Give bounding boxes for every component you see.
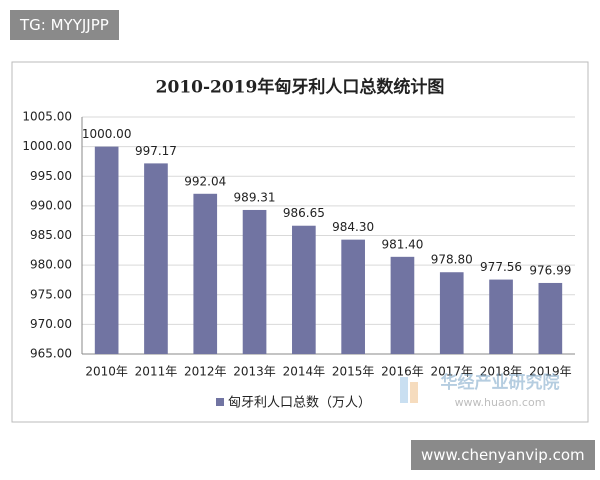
- x-tick-label: 2013年: [233, 365, 276, 379]
- bar: [439, 272, 464, 354]
- bottom-tag: www.chenyanvip.com: [411, 440, 595, 470]
- value-label: 978.80: [431, 253, 473, 267]
- bar: [341, 239, 365, 354]
- x-tick-label: 2018年: [480, 365, 523, 379]
- y-tick-label: 980.00: [30, 258, 72, 272]
- y-tick-label: 990.00: [30, 198, 72, 212]
- value-label: 992.04: [184, 174, 226, 188]
- bar: [193, 193, 218, 354]
- bar: [489, 279, 513, 354]
- y-tick-label: 970.00: [30, 317, 72, 331]
- y-tick-label: 995.00: [30, 169, 72, 183]
- legend-swatch: [216, 398, 224, 406]
- y-tick-label: 1000.00: [22, 139, 72, 153]
- value-label: 976.99: [529, 263, 571, 277]
- value-label: 989.31: [234, 190, 276, 204]
- y-tick-label: 965.00: [30, 347, 72, 361]
- y-tick-label: 1005.00: [22, 110, 72, 124]
- x-tick-label: 2019年: [529, 365, 572, 379]
- value-label: 1000.00: [82, 127, 132, 141]
- y-tick-label: 975.00: [30, 287, 72, 301]
- legend-item: 匈牙利人口总数（万人）: [216, 396, 371, 411]
- watermark: 华经产业研究院 www.huaon.com: [400, 372, 560, 409]
- top-tag: TG: MYYJJPP: [10, 10, 119, 40]
- y-tick-label: 985.00: [30, 228, 72, 242]
- x-tick-label: 2012年: [184, 365, 227, 379]
- x-tick-label: 2010年: [85, 365, 128, 379]
- watermark-icon: [400, 377, 408, 403]
- watermark-url: www.huaon.com: [455, 396, 546, 409]
- bar: [390, 256, 415, 354]
- value-label: 997.17: [135, 144, 177, 158]
- x-tick-label: 2016年: [381, 365, 424, 379]
- x-tick-label: 2014年: [283, 365, 326, 379]
- watermark-name: 华经产业研究院: [441, 372, 560, 393]
- legend-label: 匈牙利人口总数（万人）: [228, 396, 371, 411]
- value-label: 981.40: [381, 237, 423, 251]
- chart-title: 2010-2019年匈牙利人口总数统计图: [156, 77, 445, 98]
- x-tick-label: 2017年: [430, 365, 473, 379]
- bar: [94, 146, 119, 354]
- bar: [144, 163, 168, 354]
- bar: [242, 209, 267, 354]
- x-tick-label: 2011年: [135, 365, 178, 379]
- x-tick-label: 2015年: [332, 365, 375, 379]
- value-label: 984.30: [332, 220, 374, 234]
- value-label: 977.56: [480, 260, 522, 274]
- value-label: 986.65: [283, 206, 325, 220]
- watermark-icon: [410, 382, 418, 403]
- bar: [292, 225, 316, 354]
- bar: [538, 282, 563, 354]
